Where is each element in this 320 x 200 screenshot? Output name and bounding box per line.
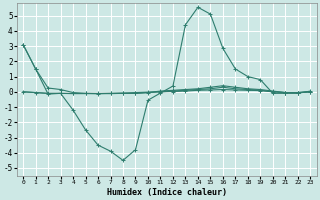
- X-axis label: Humidex (Indice chaleur): Humidex (Indice chaleur): [107, 188, 227, 197]
